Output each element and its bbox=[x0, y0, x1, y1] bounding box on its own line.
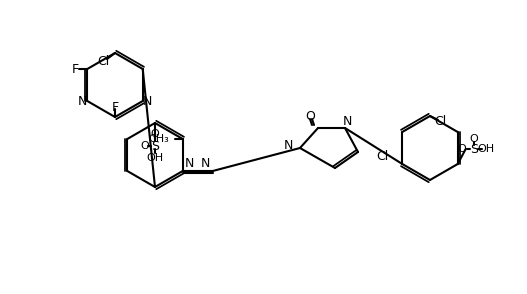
Text: Cl: Cl bbox=[97, 54, 109, 68]
Text: CH₃: CH₃ bbox=[148, 134, 169, 144]
Text: S: S bbox=[470, 143, 477, 156]
Text: F: F bbox=[72, 63, 79, 76]
Text: N: N bbox=[201, 156, 210, 170]
Text: N: N bbox=[185, 156, 194, 170]
Text: O: O bbox=[457, 144, 466, 154]
Text: S: S bbox=[151, 139, 159, 153]
Text: O: O bbox=[470, 134, 478, 144]
Text: O: O bbox=[151, 129, 159, 139]
Text: OH: OH bbox=[477, 144, 494, 154]
Text: Cl: Cl bbox=[376, 150, 388, 163]
Text: N: N bbox=[143, 94, 152, 108]
Text: O: O bbox=[141, 141, 149, 151]
Text: OH: OH bbox=[147, 153, 163, 163]
Text: N: N bbox=[343, 114, 352, 128]
Text: N: N bbox=[77, 94, 87, 108]
Text: F: F bbox=[111, 101, 119, 113]
Text: N: N bbox=[284, 138, 293, 151]
Text: Cl: Cl bbox=[434, 114, 446, 128]
Text: O: O bbox=[305, 109, 315, 123]
